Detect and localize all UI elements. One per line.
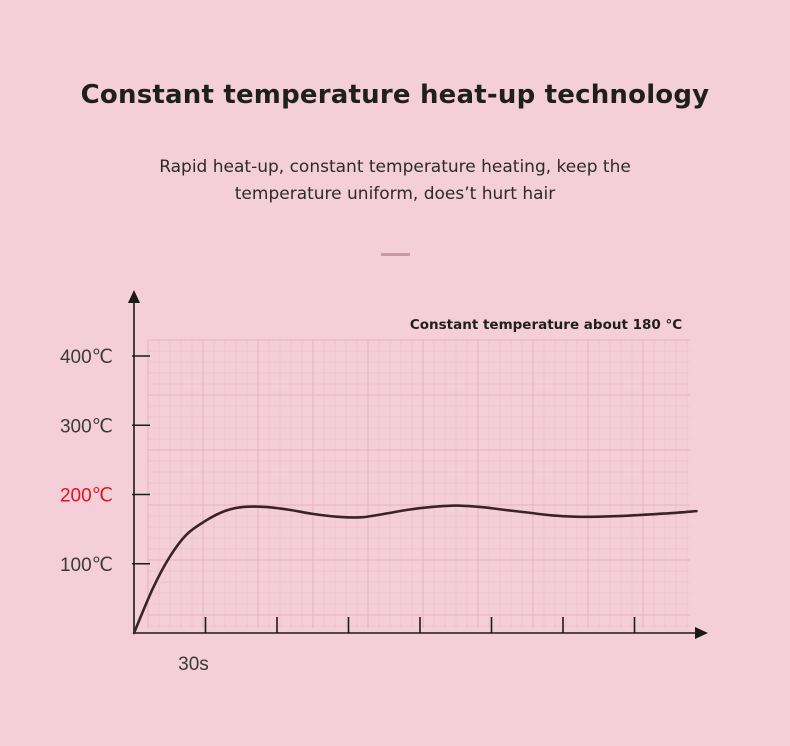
temperature-curve — [132, 504, 698, 635]
chart-ticks: 100℃ 200℃ 300℃ 400℃ 30s — [60, 347, 636, 675]
y-axis-arrow-icon — [128, 290, 140, 303]
x-axis-arrow-icon — [695, 627, 708, 639]
page-subtitle: Rapid heat-up, constant temperature heat… — [159, 157, 631, 204]
y-tick-label: 400℃ — [60, 347, 113, 368]
chart-axes — [128, 290, 708, 639]
y-tick-label: 300℃ — [60, 416, 113, 437]
y-tick-label: 200℃ — [60, 486, 113, 507]
chart-series — [132, 504, 698, 635]
page-title: Constant temperature heat-up technology — [80, 80, 710, 110]
y-tick-label: 100℃ — [60, 555, 113, 576]
x-tick-label: 30s — [178, 654, 209, 675]
chart-grid — [147, 339, 690, 628]
chart-annotation: Constant temperature about 180 °C — [410, 317, 682, 333]
title-divider — [381, 253, 410, 256]
